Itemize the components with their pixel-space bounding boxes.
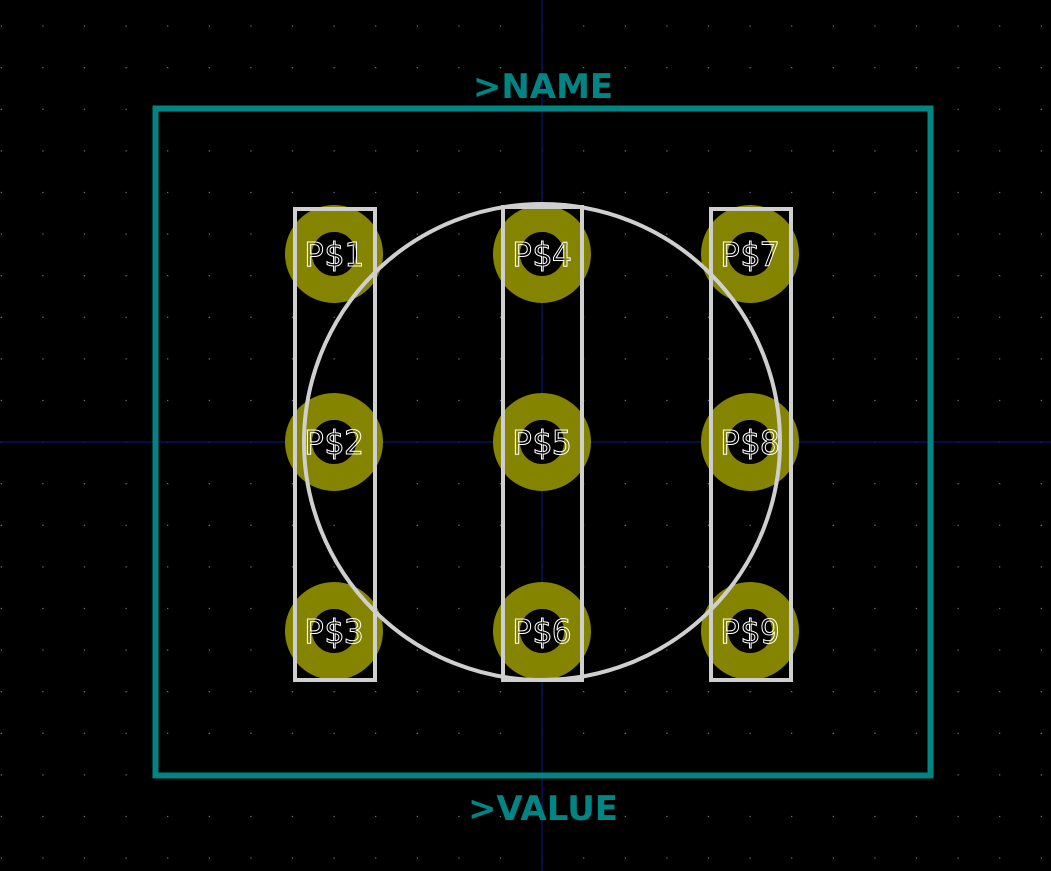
pad-8-drill-hole [728, 420, 772, 464]
name-label[interactable]: >NAME [473, 67, 613, 107]
pad-2-drill-hole [312, 420, 356, 464]
pad-9-label: P$9 [720, 612, 780, 651]
pad-1[interactable] [285, 205, 383, 303]
pads-layer [285, 205, 799, 680]
pad-3-drill-hole [312, 609, 356, 653]
pad-5[interactable] [493, 393, 591, 491]
silkscreen-column-left[interactable] [293, 207, 377, 682]
pad-3-label: P$3 [304, 612, 364, 651]
pad-9-drill-hole [728, 609, 772, 653]
pad-labels-layer: P$1 P$2 P$3 P$4 P$5 P$6 P$7 P$8 P$9 [304, 235, 781, 652]
pad-6-drill-hole [520, 609, 564, 653]
pad-6-label: P$6 [512, 612, 572, 651]
value-label[interactable]: >VALUE [468, 789, 618, 829]
pad-4[interactable] [493, 205, 591, 303]
pad-4-label: P$4 [512, 235, 572, 274]
pad-6[interactable] [493, 582, 591, 680]
pad-5-drill-hole [520, 420, 564, 464]
pad-2[interactable] [285, 393, 383, 491]
pad-7-drill-hole [728, 232, 772, 276]
pad-7[interactable] [701, 205, 799, 303]
pad-9[interactable] [701, 582, 799, 680]
pad-8-label: P$8 [720, 423, 780, 462]
silkscreen-layer [293, 202, 793, 682]
courtyard-outline[interactable] [152, 105, 934, 779]
pad-4-drill-hole [520, 232, 564, 276]
pad-1-drill-hole [312, 232, 356, 276]
pad-7-label: P$7 [720, 235, 780, 274]
pad-1-label: P$1 [304, 235, 364, 274]
pad-2-label: P$2 [304, 423, 364, 462]
silkscreen-column-right[interactable] [709, 207, 793, 682]
pad-5-label: P$5 [512, 423, 572, 462]
silkscreen-column-middle[interactable] [501, 205, 584, 682]
pad-8[interactable] [701, 393, 799, 491]
pad-3[interactable] [285, 582, 383, 680]
